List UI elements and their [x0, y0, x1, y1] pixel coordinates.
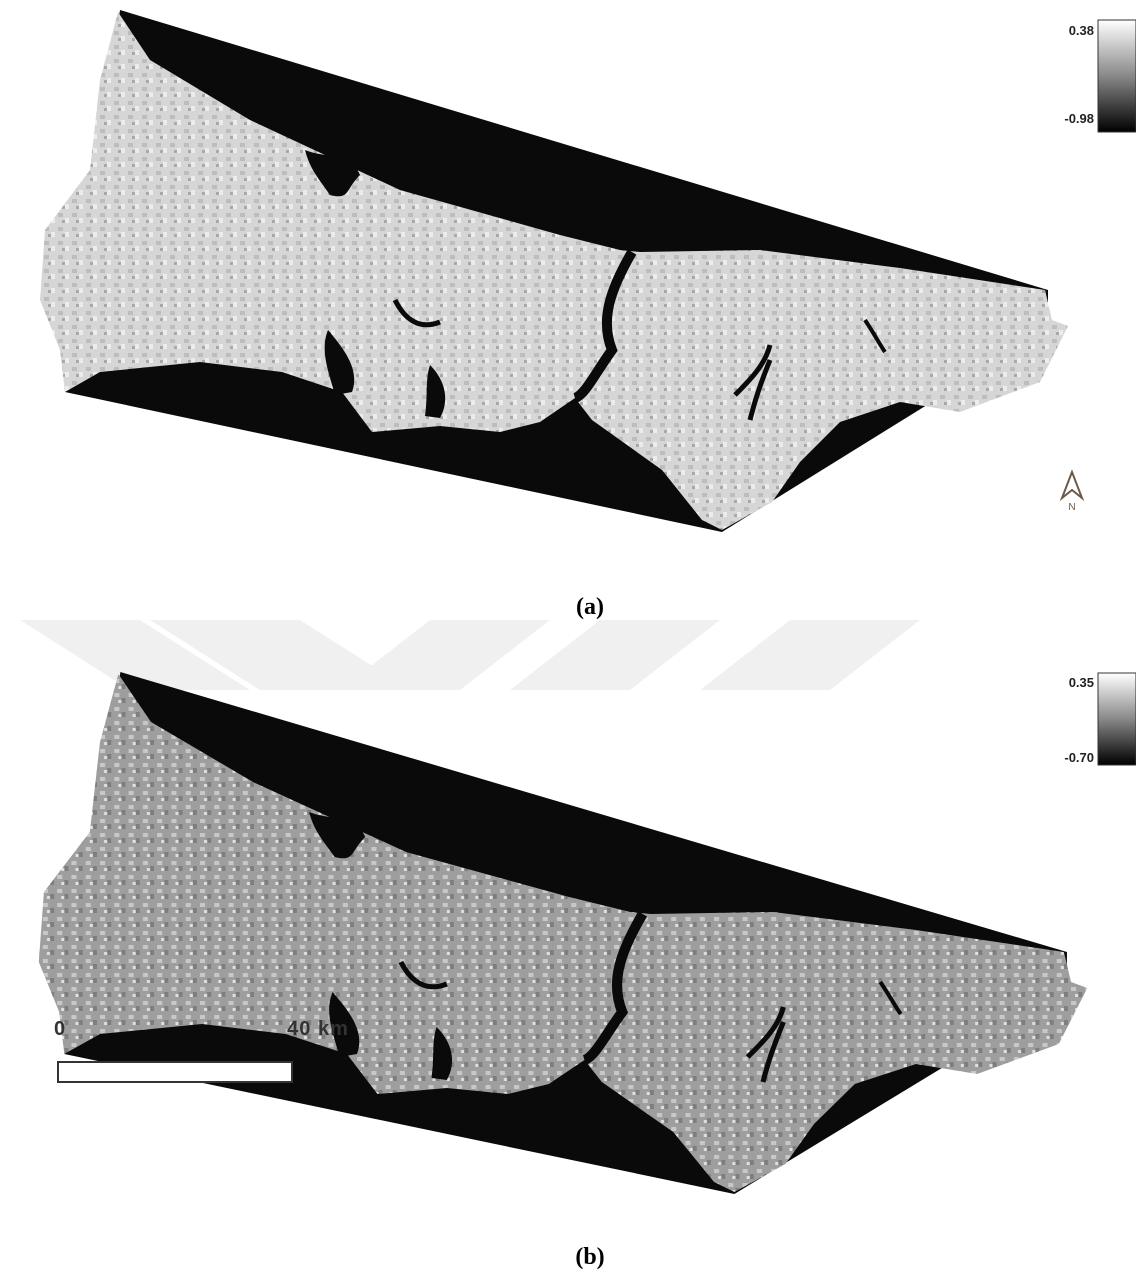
- panel-label: (b): [575, 1244, 604, 1270]
- scale-start: 0: [54, 1018, 66, 1040]
- colorbar: [1098, 673, 1136, 765]
- watermark: [20, 620, 920, 690]
- panel-label: (a): [576, 594, 604, 620]
- colorbar-max: 0.35: [1069, 675, 1094, 690]
- colorbar: [1098, 20, 1136, 132]
- north-label: N: [1068, 502, 1075, 513]
- scale-end: 40 km: [287, 1018, 349, 1040]
- colorbar-min: -0.70: [1064, 750, 1094, 765]
- colorbar-max: 0.38: [1069, 23, 1094, 38]
- north-arrow: N: [1062, 472, 1082, 513]
- map-a: [40, 10, 1068, 532]
- page: 0.38 -0.98 N (a) 0.35 -0.70 0 40 km (b) …: [0, 0, 1136, 1283]
- colorbar-min: -0.98: [1064, 111, 1094, 126]
- map-b: [39, 672, 1088, 1194]
- figure: 0.38 -0.98 N (a) 0.35 -0.70 0 40 km (b): [0, 0, 1136, 1283]
